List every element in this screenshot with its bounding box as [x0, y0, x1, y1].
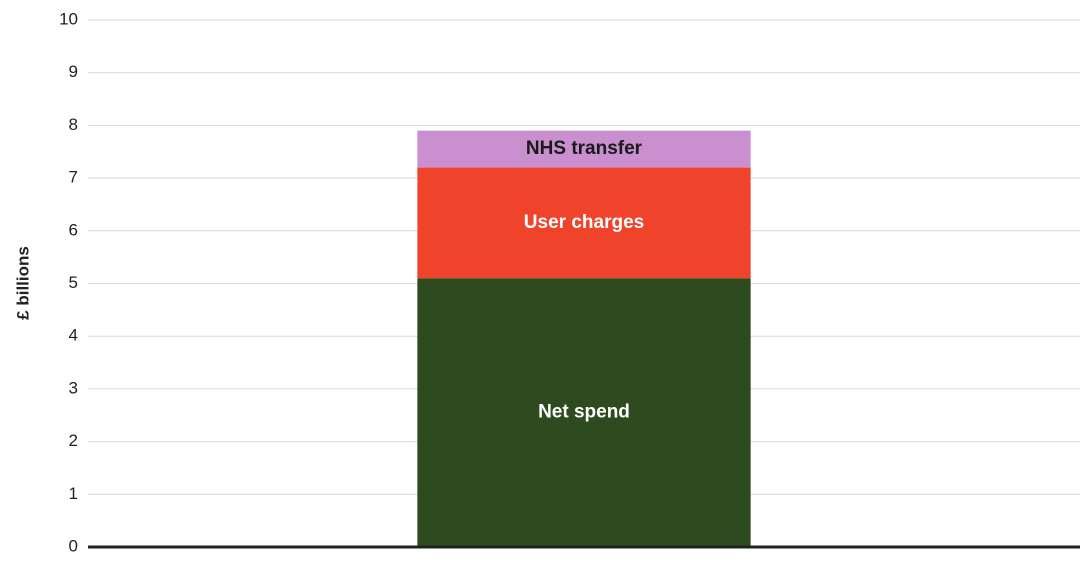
y-tick-label: 3	[69, 378, 78, 397]
y-tick-label: 5	[69, 273, 78, 292]
y-tick-label: 6	[69, 220, 78, 239]
segment-label: NHS transfer	[526, 138, 643, 159]
y-tick-label: 2	[69, 431, 78, 450]
bar-segment	[417, 278, 751, 547]
y-tick-label: 7	[69, 168, 78, 187]
bar-segment	[417, 130, 751, 168]
y-tick-label: 8	[69, 115, 78, 134]
y-tick-label: 1	[69, 484, 78, 503]
bar-segment	[417, 167, 751, 279]
segment-label: Net spend	[538, 402, 630, 423]
y-axis-title: £ billions	[13, 246, 32, 320]
y-tick-label: 9	[69, 62, 78, 81]
y-tick-label: 10	[59, 9, 78, 28]
segment-label: User charges	[524, 212, 644, 233]
y-tick-label: 0	[69, 536, 78, 555]
y-tick-label: 4	[69, 326, 78, 345]
